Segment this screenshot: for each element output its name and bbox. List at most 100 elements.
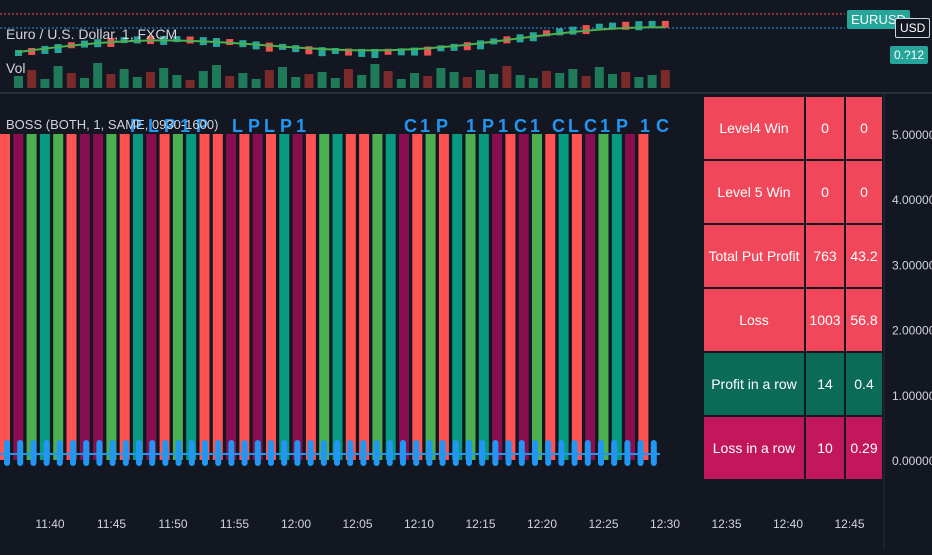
bar-label: C (404, 116, 417, 136)
price-candle (424, 46, 432, 56)
price-chart-pane[interactable]: Euro / U.S. Dollar, 1, FXCM Vol EURUSD U… (0, 0, 932, 92)
stats-value-profit-in-a-row-2: 0.4 (846, 353, 882, 415)
stats-value-loss-in-a-row-2: 0.29 (846, 417, 882, 479)
indicator-bar (39, 134, 50, 460)
bar-label: P (130, 116, 142, 136)
indicator-bar (492, 134, 503, 460)
volume-bar (568, 69, 578, 88)
price-candle (371, 48, 379, 58)
symbol-title: Euro / U.S. Dollar, 1, FXCM (6, 26, 178, 42)
indicator-bar (292, 134, 303, 460)
x-tick-label: 12:45 (834, 517, 864, 531)
stats-label-loss: Loss (704, 289, 806, 351)
price-candle (609, 22, 616, 30)
stats-value-loss-1: 1003 (806, 289, 846, 351)
volume-bar (502, 66, 512, 88)
volume-bar (542, 71, 551, 88)
volume-label: Vol (6, 60, 26, 76)
price-candle (556, 28, 564, 36)
bar-label: 1 (466, 116, 476, 136)
bar-label: L (568, 116, 579, 136)
currency-badge[interactable]: USD (895, 18, 931, 38)
x-tick-label: 12:25 (588, 517, 618, 531)
indicator-bar (146, 134, 157, 460)
volume-bar (212, 65, 221, 88)
x-tick-label: 12:35 (711, 517, 741, 531)
bar-label: C (514, 116, 527, 136)
price-candle (41, 45, 49, 54)
indicator-bar (305, 134, 316, 460)
price-candle (437, 45, 445, 52)
stats-value-level5-win-1: 0 (806, 161, 846, 223)
volume-bar (410, 73, 419, 88)
indicator-bar (252, 134, 263, 460)
y-tick-label: 0.00000 (892, 454, 932, 468)
volume-bar (251, 79, 261, 88)
bar-label: P (164, 116, 176, 136)
volume-bar (436, 68, 446, 88)
stats-label-loss-in-a-row: Loss in a row (704, 417, 806, 479)
indicator-bar (465, 134, 476, 460)
price-candle (173, 36, 181, 43)
bar-label: L (232, 116, 243, 136)
indicator-bar (412, 134, 423, 460)
stats-value-level4-win-1: 0 (806, 97, 846, 159)
stats-label-level5-win: Level 5 Win (704, 161, 806, 223)
indicator-bar (545, 134, 556, 460)
price-candle (477, 40, 484, 50)
stats-value-level4-win-2: 0 (846, 97, 882, 159)
volume-bar (172, 75, 182, 88)
indicator-bar (571, 134, 582, 460)
stats-table: Level4 Win 0 0 Level 5 Win 0 0 Total Put… (704, 97, 882, 481)
x-tick-label: 12:40 (773, 517, 803, 531)
y-tick-label: 1.00000 (892, 389, 932, 403)
price-candle (120, 37, 128, 44)
price-tag: 0.?12 (890, 46, 929, 64)
pane-divider[interactable] (0, 92, 932, 94)
volume-bar (132, 77, 142, 88)
indicator-bar (452, 134, 463, 460)
volume-bar (476, 70, 485, 88)
price-candle (595, 23, 603, 30)
indicator-bar (625, 134, 636, 460)
volume-bar (80, 78, 89, 88)
y-tick-label: 5.00000 (892, 128, 932, 142)
volume-bar (304, 74, 314, 88)
price-chart-canvas[interactable] (0, 0, 932, 92)
stats-row: Loss 1003 56.8 (704, 289, 882, 353)
volume-bar (581, 76, 591, 88)
price-candle (661, 20, 669, 28)
x-tick-label: 11:40 (35, 517, 64, 531)
volume-bar (185, 80, 195, 88)
volume-bar (528, 78, 538, 88)
x-tick-label: 12:15 (465, 517, 495, 531)
stats-value-total-put-profit-1: 763 (806, 225, 846, 287)
volume-bar (462, 77, 472, 88)
stats-row: Total Put Profit 763 43.2 (704, 225, 882, 289)
volume-bar (14, 76, 23, 88)
price-candle (569, 26, 577, 35)
indicator-bar (172, 134, 183, 460)
volume-bar (647, 75, 657, 88)
indicator-bar (611, 134, 622, 460)
indicator-bar (518, 134, 529, 460)
volume-bar (159, 68, 169, 88)
volume-bar (106, 74, 116, 88)
indicator-bar (558, 134, 569, 460)
stats-label-level4-win: Level4 Win (704, 97, 806, 159)
y-tick-label: 2.00000 (892, 324, 932, 338)
bar-label: L (264, 116, 275, 136)
indicator-bar (505, 134, 516, 460)
bar-label: L (148, 116, 159, 136)
bar-label: P (482, 116, 494, 136)
bar-label: 1 (530, 116, 540, 136)
price-candle (15, 50, 22, 56)
ticker-badge[interactable]: EURUSD (847, 10, 910, 29)
stats-value-total-put-profit-2: 43.2 (846, 225, 882, 287)
stats-row: Loss in a row 10 0.29 (704, 417, 882, 481)
price-candle (543, 30, 550, 37)
price-candle (622, 21, 630, 30)
indicator-bar (638, 134, 649, 460)
